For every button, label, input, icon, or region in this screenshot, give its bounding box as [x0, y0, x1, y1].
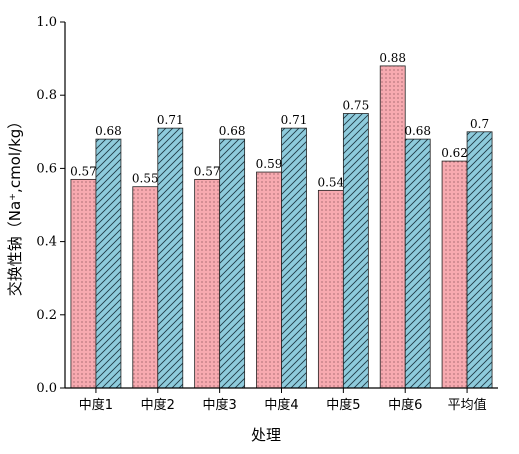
- bar-series2: [466, 131, 493, 389]
- x-tick-label: 中度5: [326, 397, 360, 413]
- data-label: 0.71: [157, 113, 184, 127]
- data-label: 0.71: [281, 113, 308, 127]
- bar-series1: [70, 178, 97, 389]
- data-label: 0.68: [219, 124, 246, 138]
- data-label: 0.88: [379, 51, 406, 65]
- data-label: 0.68: [95, 124, 122, 138]
- bar-series2: [157, 127, 184, 389]
- bar-series2: [342, 113, 369, 389]
- plot-area: 0.0 0.2 0.4 0.6 0.8 1.0 0.57 0.68 中度1 0.55 0.71 中度2…: [36, 15, 493, 413]
- bar-series1: [132, 186, 159, 389]
- data-label: 0.75: [342, 99, 369, 113]
- data-label: 0.57: [70, 164, 97, 178]
- y-tick-label: 0.6: [36, 161, 57, 176]
- bar-series2: [404, 138, 431, 389]
- x-tick-label: 中度4: [264, 397, 298, 413]
- bar-series2: [281, 127, 307, 389]
- bar-series1: [317, 189, 344, 389]
- data-label: 0.59: [256, 157, 283, 171]
- x-tick-label: 中度3: [203, 397, 237, 413]
- x-tick-label: 中度1: [79, 397, 113, 413]
- data-label: 0.68: [404, 124, 431, 138]
- x-tick-label: 中度2: [141, 397, 175, 413]
- bar-series2: [95, 138, 122, 389]
- y-tick-label: 0.2: [36, 308, 57, 323]
- data-label: 0.7: [470, 117, 489, 131]
- bar-series1: [379, 65, 406, 389]
- bar-series1: [256, 171, 282, 389]
- y-axis-title: 交换性钠（Na⁺,cmol/kg）: [6, 114, 24, 297]
- x-tick-label: 平均值: [448, 397, 487, 413]
- y-tick-label: 0.8: [36, 88, 57, 103]
- bar-series1: [441, 160, 468, 389]
- x-tick-label: 中度6: [388, 397, 422, 413]
- x-axis-title: 处理: [251, 426, 281, 444]
- bar-series2: [219, 138, 246, 389]
- data-label: 0.57: [194, 164, 221, 178]
- data-label: 0.55: [132, 172, 159, 186]
- bar-series1: [194, 178, 221, 389]
- y-tick-label: 0.0: [36, 381, 57, 396]
- data-label: 0.62: [441, 146, 468, 160]
- data-label: 0.54: [317, 175, 344, 189]
- y-tick-label: 1.0: [36, 15, 57, 30]
- y-tick-label: 0.4: [36, 235, 57, 250]
